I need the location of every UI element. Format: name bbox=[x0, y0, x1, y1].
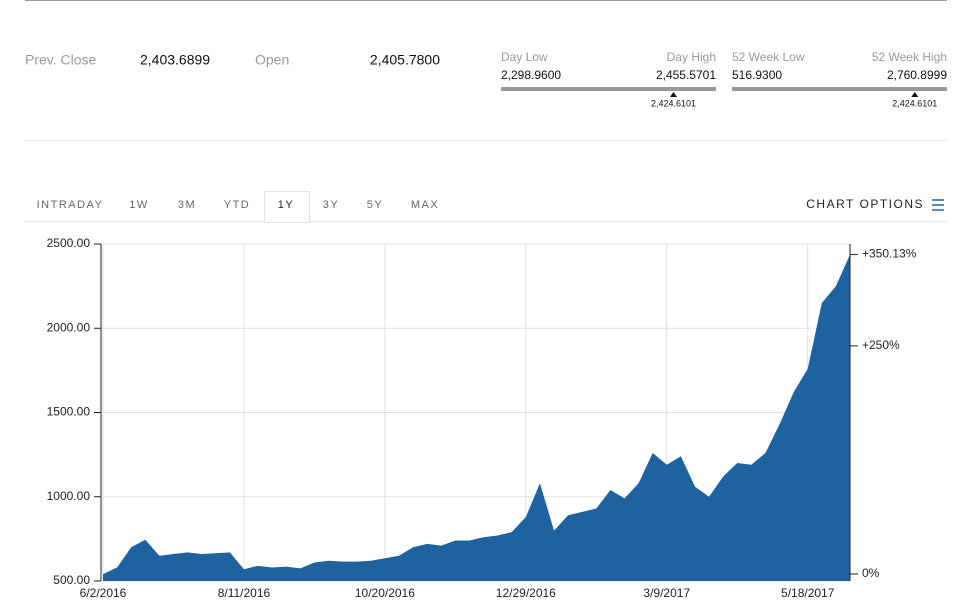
x-tick-label: 3/9/2017 bbox=[643, 586, 690, 600]
range-low-label: 52 Week Low bbox=[732, 50, 805, 64]
range-tab[interactable]: 1Y bbox=[278, 199, 294, 211]
range-tab[interactable]: INTRADAY bbox=[37, 199, 104, 211]
range-low-label: Day Low bbox=[501, 50, 548, 64]
range-bar bbox=[501, 87, 716, 91]
y-tick-label: 2000.00 bbox=[47, 320, 91, 334]
range-tab[interactable]: MAX bbox=[411, 199, 439, 211]
range-tab[interactable]: 5Y bbox=[367, 199, 383, 211]
range-low: 2,298.9600 bbox=[501, 68, 561, 82]
range-current: 2,424.6101 bbox=[651, 98, 696, 108]
x-tick-label: 8/11/2016 bbox=[218, 586, 271, 600]
range-tab[interactable]: YTD bbox=[224, 199, 251, 211]
range-low: 516.9300 bbox=[732, 68, 782, 82]
y-tick-label: 2500.00 bbox=[47, 236, 91, 250]
range-high: 2,455.5701 bbox=[656, 68, 716, 82]
range-bar bbox=[732, 87, 947, 91]
range-marker bbox=[669, 92, 677, 97]
range-tab[interactable]: 3M bbox=[178, 199, 196, 211]
last-change-label: +350.13% bbox=[862, 247, 917, 261]
open-label: Open bbox=[255, 52, 289, 68]
range-current: 2,424.6101 bbox=[892, 98, 937, 108]
range-tab[interactable]: 3Y bbox=[323, 199, 339, 211]
y2-tick-label: +250% bbox=[862, 338, 900, 352]
prev-close: 2,403.6899 bbox=[140, 52, 210, 68]
range-tab[interactable]: 1W bbox=[129, 199, 149, 211]
x-tick-label: 6/2/2016 bbox=[80, 586, 127, 600]
x-tick-label: 5/18/2017 bbox=[781, 586, 835, 600]
price-area bbox=[103, 254, 850, 581]
range-marker bbox=[911, 92, 919, 97]
prev-close-label: Prev. Close bbox=[25, 52, 97, 68]
y-tick-label: 500.00 bbox=[53, 573, 90, 587]
active-tab-box bbox=[264, 191, 310, 223]
range-high-label: Day High bbox=[667, 50, 716, 64]
range-high-label: 52 Week High bbox=[872, 50, 947, 64]
range-high: 2,760.8999 bbox=[887, 68, 947, 82]
y2-tick-label: 0% bbox=[862, 566, 880, 580]
y-tick-label: 1500.00 bbox=[47, 405, 91, 419]
open: 2,405.7800 bbox=[370, 52, 440, 68]
x-tick-label: 10/20/2016 bbox=[355, 586, 415, 600]
x-tick-label: 12/29/2016 bbox=[496, 586, 556, 600]
chart-options[interactable]: CHART OPTIONS bbox=[806, 197, 924, 211]
menu-icon[interactable] bbox=[932, 199, 944, 211]
y-tick-label: 1000.00 bbox=[47, 489, 91, 503]
